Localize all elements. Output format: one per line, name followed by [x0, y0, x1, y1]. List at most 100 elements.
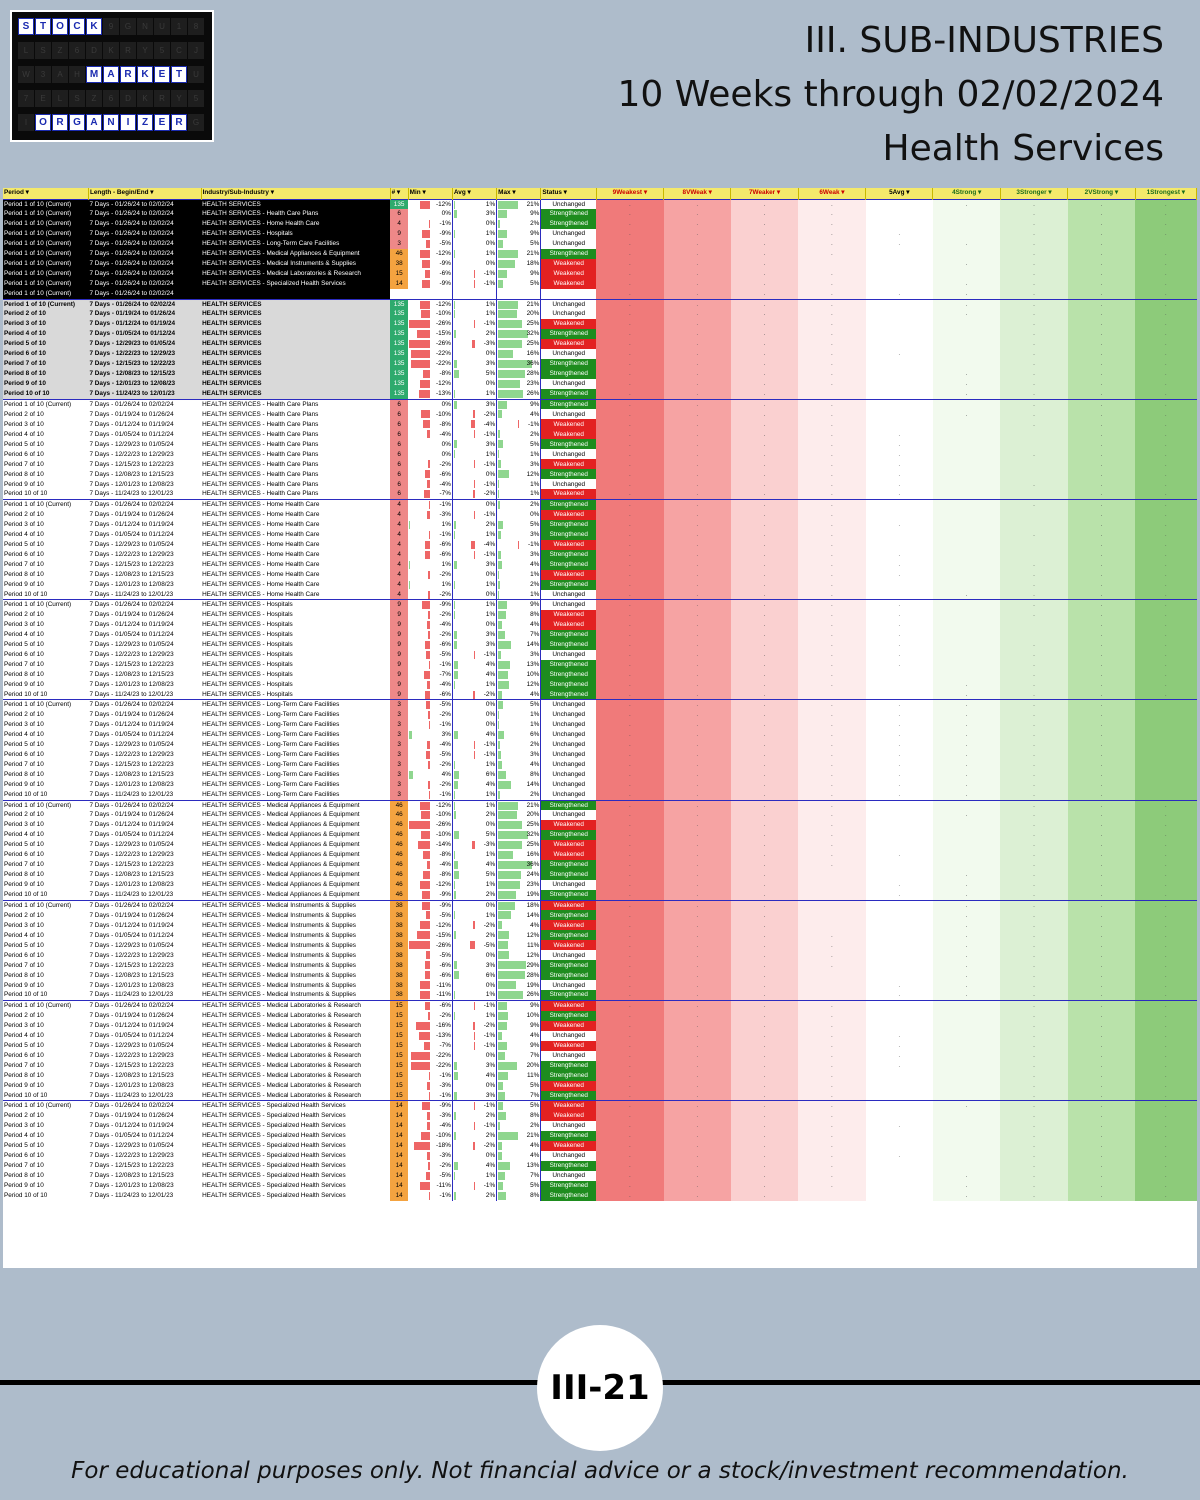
tier-cell: .	[663, 579, 731, 590]
period-cell: Period 7 of 10	[4, 961, 44, 969]
tier-cell: .	[1135, 970, 1197, 981]
industry-cell: HEALTH SERVICES - Hospitals	[201, 599, 391, 610]
value-bar	[498, 601, 507, 610]
tier-cell	[932, 860, 1001, 871]
column-header[interactable]: 7Weaker ▾	[730, 188, 799, 199]
value-bar	[472, 1021, 475, 1030]
tier-cell: .	[596, 349, 664, 360]
tier-cell	[932, 398, 1001, 410]
max-cell: 2%	[496, 579, 542, 590]
min-cell: -1%	[408, 219, 453, 230]
tier-cell: .	[1067, 298, 1136, 310]
column-header[interactable]: # ▾	[390, 188, 409, 199]
count-cell: 46	[390, 810, 409, 821]
column-header[interactable]: 9Weakest ▾	[596, 188, 665, 199]
status-cell: Weakened	[540, 1020, 597, 1031]
length-cell: 7 Days - 11/24/23 to 12/01/23	[89, 1091, 174, 1099]
column-header[interactable]: Min ▾	[408, 188, 453, 199]
column-header[interactable]: Max ▾	[496, 188, 542, 199]
min-cell: -1%	[408, 499, 453, 510]
table-row: Period 4 of 10 7 Days - 01/05/24 to 01/12…	[3, 529, 1197, 540]
value-bar	[498, 300, 518, 309]
tier-cell: .	[798, 730, 866, 741]
value-text: -3%	[483, 841, 496, 849]
tier-cell: .	[730, 419, 799, 430]
tier-cell: .	[1000, 379, 1068, 390]
count-cell: 15	[390, 1090, 409, 1101]
value-bar	[498, 821, 522, 830]
value-text: 2%	[485, 520, 496, 528]
tier-cell: .	[663, 880, 731, 891]
count-cell: 46	[390, 799, 409, 811]
column-header[interactable]: Avg ▾	[452, 188, 498, 199]
column-header[interactable]: 6Weak ▾	[798, 188, 867, 199]
tier-cell: .	[1135, 1130, 1197, 1141]
count-cell: 9	[390, 609, 409, 620]
status-cell: Strengthened	[540, 359, 597, 370]
tier-cell	[932, 669, 1001, 680]
table-row: Period 8 of 10 7 Days - 12/08/23 to 12/15…	[3, 669, 1197, 680]
avg-cell: 0%	[452, 499, 498, 510]
tier-cell: .	[663, 359, 731, 370]
max-cell: 5%	[496, 439, 542, 450]
value-text: -9%	[439, 280, 451, 288]
column-header[interactable]: Length - Begin/End ▾	[88, 188, 202, 199]
tier-cell: .	[730, 479, 799, 490]
tier-cell: .	[663, 589, 731, 600]
tier-cell: .	[663, 1040, 731, 1051]
column-header[interactable]: Status ▾	[540, 188, 597, 199]
value-text: 1%	[530, 450, 540, 458]
value-text: -7%	[439, 490, 451, 498]
count-cell: 14	[390, 1160, 409, 1171]
industry-cell: HEALTH SERVICES	[201, 309, 391, 320]
tier-cell	[865, 1130, 933, 1141]
status-cell: Unchanged	[552, 811, 586, 819]
column-header[interactable]: 5Avg ▾	[865, 188, 934, 199]
tier-cell: .	[865, 609, 933, 620]
tier-cell	[932, 489, 1001, 500]
tier-cell	[932, 840, 1001, 851]
count-cell: 14	[390, 1150, 409, 1161]
column-header[interactable]: Industry/Sub-Industry ▾	[201, 188, 391, 199]
tier-cell	[865, 539, 933, 550]
column-header[interactable]: 8VWeak ▾	[663, 188, 732, 199]
tier-cell: .	[663, 609, 731, 620]
column-header[interactable]: 4Strong ▾	[932, 188, 1001, 199]
tier-cell: .	[932, 298, 1001, 310]
tier-cell: .	[596, 619, 664, 630]
tier-cell: .	[1000, 499, 1068, 510]
period-cell: Period 7 of 10	[4, 1161, 44, 1169]
industry-cell: HEALTH SERVICES - Health Care Plans	[202, 440, 319, 448]
table-row: Period 10 of 10 7 Days - 11/24/23 to 12/0…	[3, 589, 1197, 600]
tier-cell: .	[663, 319, 731, 330]
tier-cell: .	[865, 880, 933, 891]
min-cell	[408, 289, 453, 300]
min-cell: -26%	[408, 940, 453, 951]
column-header[interactable]: 3Stronger ▾	[1000, 188, 1069, 199]
tier-cell: .	[798, 840, 866, 851]
logo-tile: S	[18, 18, 34, 35]
industry-cell: HEALTH SERVICES - Long-Term Care Facilit…	[201, 699, 391, 711]
min-cell: -6%	[408, 960, 453, 971]
column-header[interactable]: Period ▾	[3, 188, 89, 199]
industry-cell: HEALTH SERVICES - Specialized Health Ser…	[202, 1121, 346, 1129]
tier-cell: .	[1000, 870, 1068, 881]
max-cell: 9%	[496, 269, 542, 280]
tier-cell: .	[1135, 960, 1197, 971]
column-header[interactable]: 2VStrong ▾	[1067, 188, 1136, 199]
avg-cell: -1%	[452, 1030, 498, 1041]
value-bar	[498, 320, 522, 329]
value-bar	[498, 220, 500, 229]
industry-cell: HEALTH SERVICES - Health Care Plans	[201, 209, 391, 220]
avg-cell: 1%	[452, 799, 498, 811]
status-cell: Weakened	[540, 259, 597, 270]
status-cell: Weakened	[540, 509, 597, 520]
column-header[interactable]: 1Strongest ▾	[1135, 188, 1197, 199]
length-cell: 7 Days - 12/01/23 to 12/08/23	[89, 480, 174, 488]
status-cell: Strengthened	[540, 329, 597, 340]
max-cell: 7%	[496, 1170, 542, 1181]
period-cell: Period 1 of 10 (Current)	[3, 298, 89, 310]
avg-cell: 4%	[452, 730, 498, 741]
max-cell: 4%	[496, 619, 542, 630]
value-bar	[420, 1181, 431, 1190]
